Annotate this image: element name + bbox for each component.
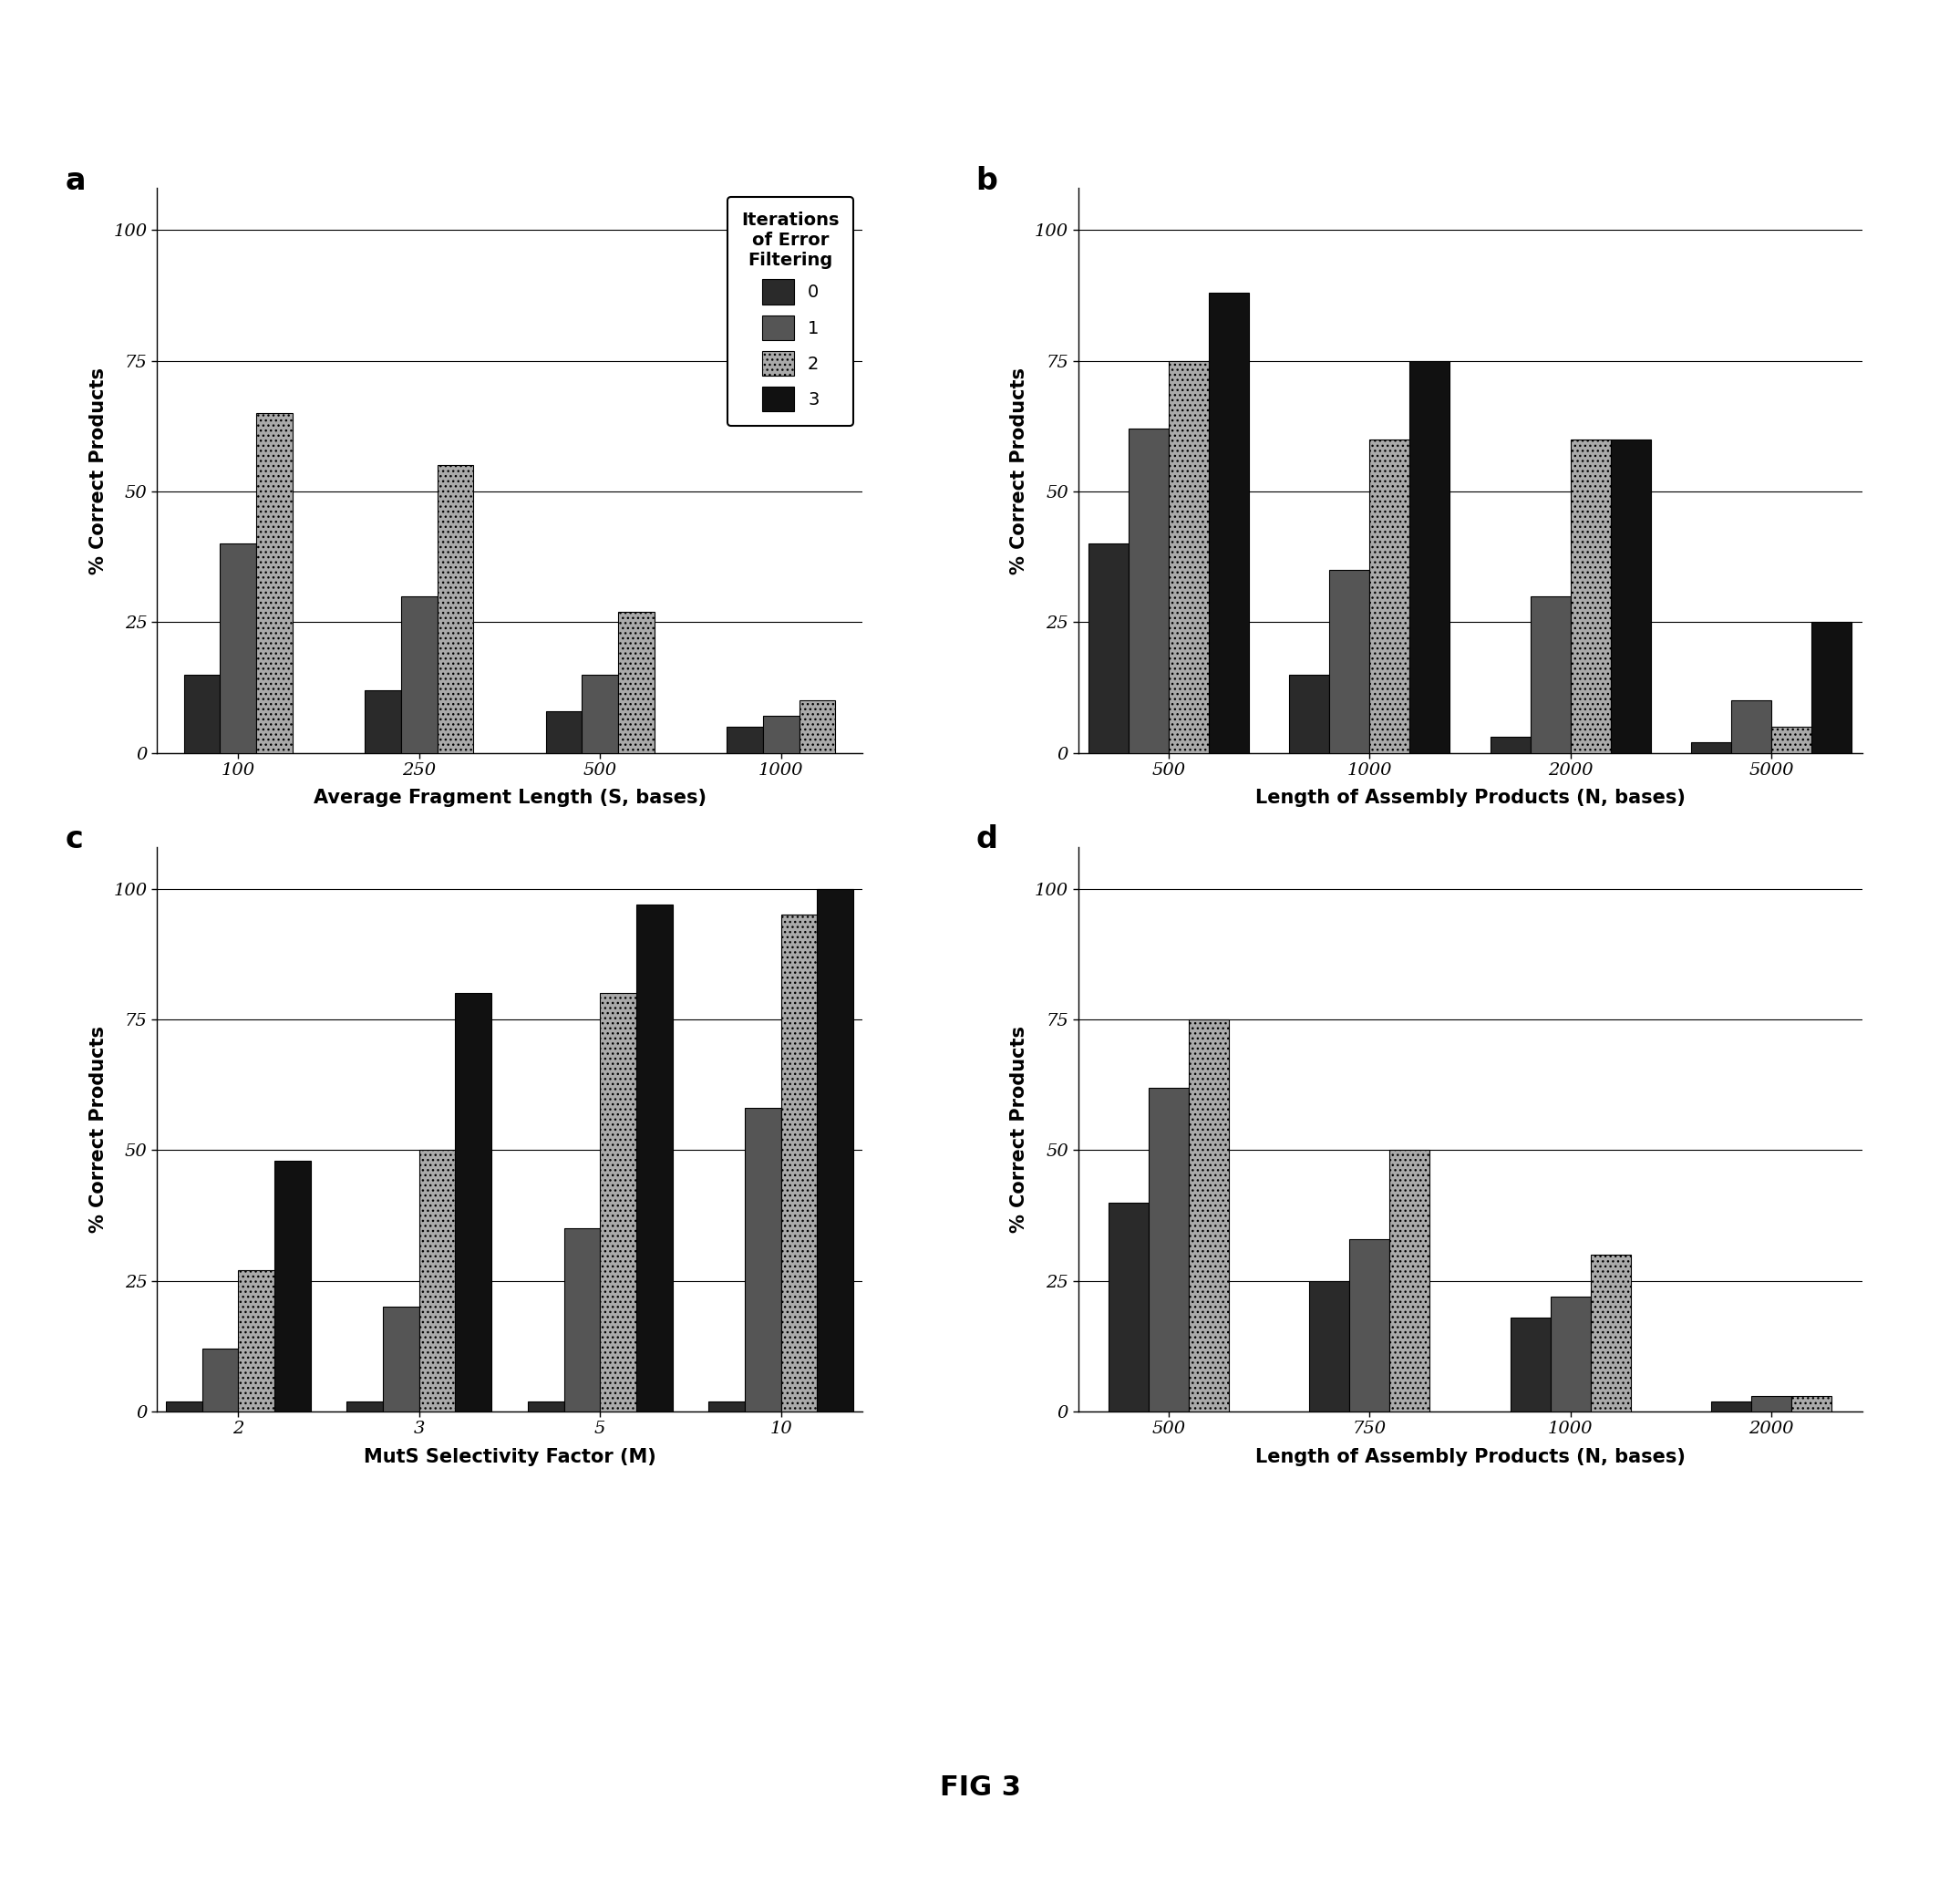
Bar — [745, 1108, 780, 1412]
Bar — [382, 1306, 419, 1412]
Bar — [582, 674, 617, 753]
Bar — [727, 726, 762, 753]
Bar — [1309, 1282, 1348, 1412]
Bar — [239, 1270, 274, 1412]
Bar — [780, 915, 817, 1412]
Bar — [1107, 1203, 1149, 1412]
Y-axis label: % Correct Products: % Correct Products — [1009, 367, 1029, 574]
Bar — [637, 905, 672, 1412]
Bar — [1550, 1297, 1592, 1412]
Bar — [1592, 1255, 1631, 1412]
Bar — [527, 1400, 564, 1412]
Bar — [800, 700, 835, 753]
Bar — [1088, 544, 1129, 753]
Bar — [274, 1161, 310, 1412]
Bar — [600, 994, 637, 1412]
Bar — [1752, 1396, 1791, 1412]
X-axis label: Length of Assembly Products (N, bases): Length of Assembly Products (N, bases) — [1254, 1447, 1686, 1466]
Text: b: b — [976, 166, 998, 196]
Y-axis label: % Correct Products: % Correct Products — [88, 367, 108, 574]
X-axis label: Average Fragment Length (S, bases): Average Fragment Length (S, bases) — [314, 789, 706, 807]
Bar — [1370, 439, 1409, 753]
Bar — [257, 412, 292, 753]
Bar — [762, 717, 800, 753]
Bar — [455, 994, 492, 1412]
Bar — [419, 1150, 455, 1412]
Bar — [545, 711, 582, 753]
Bar — [617, 612, 655, 753]
Bar — [1691, 742, 1731, 753]
Bar — [365, 691, 402, 753]
Bar — [1390, 1150, 1429, 1412]
Bar — [1209, 294, 1249, 753]
Bar — [437, 465, 474, 753]
Bar — [1290, 674, 1329, 753]
Bar — [347, 1400, 382, 1412]
Bar — [1772, 726, 1811, 753]
Y-axis label: % Correct Products: % Correct Products — [88, 1026, 108, 1233]
Bar — [1129, 429, 1168, 753]
Bar — [202, 1349, 239, 1412]
Bar — [402, 597, 437, 753]
X-axis label: Length of Assembly Products (N, bases): Length of Assembly Products (N, bases) — [1254, 789, 1686, 807]
Bar — [1329, 570, 1370, 753]
Text: c: c — [65, 824, 82, 854]
Bar — [1511, 1317, 1550, 1412]
Bar — [710, 1400, 745, 1412]
Bar — [1490, 738, 1531, 753]
Bar — [1531, 597, 1570, 753]
Bar — [1570, 439, 1611, 753]
Bar — [1149, 1088, 1188, 1412]
Bar — [1811, 623, 1852, 753]
Text: d: d — [976, 824, 998, 854]
Y-axis label: % Correct Products: % Correct Products — [1009, 1026, 1029, 1233]
Bar — [220, 544, 257, 753]
Bar — [1731, 700, 1772, 753]
Bar — [167, 1400, 202, 1412]
Bar — [1168, 361, 1209, 753]
Bar — [1611, 439, 1650, 753]
Bar — [1409, 361, 1450, 753]
Legend: 0, 1, 2, 3: 0, 1, 2, 3 — [727, 198, 853, 425]
X-axis label: MutS Selectivity Factor (M): MutS Selectivity Factor (M) — [363, 1447, 657, 1466]
Bar — [817, 888, 853, 1412]
Text: a: a — [65, 166, 86, 196]
Text: FIG 3: FIG 3 — [939, 1775, 1021, 1801]
Bar — [184, 674, 220, 753]
Bar — [1791, 1396, 1833, 1412]
Bar — [1188, 1020, 1229, 1412]
Bar — [564, 1229, 600, 1412]
Bar — [1348, 1238, 1390, 1412]
Bar — [1711, 1400, 1752, 1412]
